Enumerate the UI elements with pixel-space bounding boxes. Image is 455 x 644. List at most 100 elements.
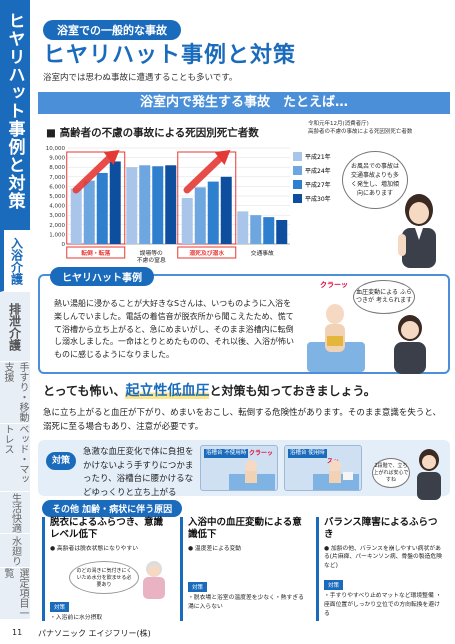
y-tick-label: 4,000 bbox=[49, 204, 65, 210]
bar bbox=[70, 188, 82, 244]
highlight-label-frame bbox=[177, 246, 237, 259]
bar bbox=[152, 166, 164, 244]
headline-pre: とっても怖い、 bbox=[43, 384, 126, 398]
cause-countermeasure-tag: 対策 bbox=[50, 602, 70, 612]
bar bbox=[126, 167, 138, 244]
cause-bullet: ● 加齢の他、バランスを崩しやすい病状がある(片麻痺、パーキンソン病、骨盤の製造… bbox=[324, 545, 443, 570]
tab-handrail-mobility[interactable]: 手すり・移動支援 bbox=[0, 362, 30, 424]
bar bbox=[181, 197, 193, 244]
cause-title: 入浴中の血圧変動による意識低下 bbox=[188, 517, 302, 541]
cause-countermeasure-tag: 対策 bbox=[188, 582, 208, 592]
bar bbox=[96, 172, 108, 244]
cause-countermeasure: ・脱衣場と浴室の温度差を少なく・熱すぎる湯に入らない bbox=[188, 595, 304, 610]
bar bbox=[207, 181, 219, 244]
chart-source-line1: 令和元年12月(消費者庁) bbox=[308, 121, 369, 127]
category-label: 不慮の窒息 bbox=[137, 256, 166, 264]
legend-label: 平成27年 bbox=[305, 181, 331, 189]
chart-source: 令和元年12月(消費者庁) 高齢者の不慮の事故による死因別死亡者数 bbox=[308, 121, 412, 136]
legend-swatch bbox=[293, 194, 302, 203]
bar bbox=[165, 165, 177, 244]
cause-card-balance: バランス障害によるふらつき ● 加齢の他、バランスを崩しやすい病状がある(片麻痺… bbox=[316, 517, 444, 621]
company-name: パナソニック エイジフリー(株) bbox=[38, 629, 151, 638]
bar bbox=[194, 187, 206, 244]
elderly-woman-illustration bbox=[143, 561, 165, 599]
tab-selection-list[interactable]: 選定項目一覧 bbox=[0, 568, 30, 620]
y-tick-label: 7,000 bbox=[49, 175, 65, 181]
label-with-stool: 浴槽台 使用時 bbox=[288, 449, 327, 459]
sfx-dizzy: クラーッ bbox=[320, 281, 348, 289]
y-tick-label: 8,000 bbox=[49, 165, 65, 171]
y-tick-label: 3,000 bbox=[49, 213, 65, 219]
bar-chart: 0 1,000 2,000 3,000 4,000 5,000 6,000 7,000 8,00… bbox=[46, 146, 290, 264]
cause-countermeasure-tag: 対策 bbox=[324, 580, 344, 590]
trend-arrow bbox=[183, 152, 226, 194]
speech-bubble-bp: 血圧変動による ふらつきが 考えられます bbox=[353, 280, 415, 314]
tab-bathing-care[interactable]: 入浴介護 bbox=[0, 230, 30, 292]
speech-bubble-stats: お風呂での事故は交通事故よりも多く発生し、増加傾向にあります bbox=[342, 151, 408, 209]
cause-bullet: ● 高齢者は脱衣状態になりやすい bbox=[50, 545, 139, 552]
y-tick-label: 10,000 bbox=[46, 146, 66, 152]
chart-title: ■ 高齢者の不慮の事故による死因別死亡者数 bbox=[46, 127, 259, 139]
category-label: 誤嚥等の bbox=[140, 249, 163, 257]
page-title: ヒヤリハット事例と対策 bbox=[43, 43, 297, 68]
nurse-illustration bbox=[394, 315, 426, 374]
bather-stool-illustration bbox=[313, 460, 359, 490]
sfx-no-stool: クラーッ bbox=[248, 450, 273, 457]
nurse-illustration-2 bbox=[417, 449, 441, 500]
highlight-frame bbox=[66, 151, 126, 245]
y-tick-label: 1,000 bbox=[49, 232, 65, 238]
headline: とっても怖い、起立性低血圧と対策も知っておきましょう。 bbox=[43, 380, 376, 400]
near-miss-text: 熱い湯船に浸かることが大好きなSさんは、いつものように入浴を楽しんでいました。電… bbox=[54, 299, 294, 360]
trend-arrow bbox=[72, 152, 115, 194]
cause-callout: のどの渇きに気付きにくいため水分を飲ませる必要あり bbox=[69, 561, 139, 594]
tab-bed-mattress[interactable]: ベッド・マットレス bbox=[0, 424, 30, 492]
category-label: 転倒・転落 bbox=[81, 249, 110, 257]
bar bbox=[263, 217, 275, 244]
bar bbox=[109, 161, 121, 244]
cause-card-blood-pressure: 入浴中の血圧変動による意識低下 ● 温度差による変動 対策 ・脱衣場と浴室の温度… bbox=[180, 517, 308, 621]
tab-daily-comfort[interactable]: 生活快適 bbox=[0, 492, 30, 534]
page-number: 11 bbox=[12, 628, 23, 637]
category-label: 溺死及び溺水 bbox=[189, 249, 224, 257]
cause-title: バランス障害によるふらつき bbox=[324, 517, 438, 541]
bather-illustration bbox=[229, 460, 275, 490]
footer: 11 パナソニック エイジフリー(株) bbox=[0, 628, 455, 644]
side-section-title: ヒヤリハット事例と対策 bbox=[0, 0, 30, 230]
legend-label: 平成30年 bbox=[305, 195, 331, 203]
legend-label: 平成21年 bbox=[305, 153, 331, 161]
y-tick-label: 5,000 bbox=[49, 194, 65, 200]
no-bath-stool-image: 浴槽台 不使用時 クラーッ bbox=[200, 445, 278, 491]
bar bbox=[237, 211, 249, 244]
legend-swatch bbox=[293, 166, 302, 175]
cause-card-undressing: 脱衣によるふらつき、意識レベル低下 ● 高齢者は脱衣状態になりやすい のどの渇き… bbox=[42, 517, 170, 621]
section-banner: 浴室内で発生する事故 たとえば… bbox=[38, 92, 450, 114]
bar bbox=[139, 165, 151, 244]
tab-excretion-care[interactable]: 排泄介護 bbox=[0, 292, 30, 362]
elderly-bath-illustration bbox=[307, 304, 365, 372]
bar bbox=[276, 220, 288, 244]
category-label: 交通事故 bbox=[251, 249, 274, 257]
speech-bubble-two-step: 2段階で、立ち上がれば安心ですね bbox=[372, 458, 410, 488]
cause-countermeasure: ・入浴前に水分摂取 bbox=[50, 615, 103, 621]
y-tick-label: 2,000 bbox=[49, 223, 65, 229]
y-tick-label: 0 bbox=[62, 242, 66, 248]
cause-countermeasure: ・手すりやすべり止めマットなど環境整備 ・座面位置がしっかり立位での方向転換を避… bbox=[324, 593, 442, 617]
bar bbox=[250, 215, 262, 244]
chart-source-line2: 高齢者の不慮の事故による死因別死亡者数 bbox=[308, 128, 413, 135]
caregiver-illustration bbox=[398, 194, 436, 268]
side-nav: ヒヤリハット事例と対策 入浴介護 排泄介護 手すり・移動支援 ベッド・マットレス… bbox=[0, 0, 30, 644]
bar bbox=[83, 180, 95, 244]
hypotension-paragraph: 急に立ち上がると血圧が下がり、めまいをおこし、転倒する危険性があります。そのまま… bbox=[43, 408, 441, 433]
highlight-frame bbox=[177, 151, 237, 245]
with-bath-stool-image: 浴槽台 使用時 スッ bbox=[284, 445, 362, 491]
headline-post: と対策も知っておきましょう。 bbox=[209, 384, 376, 398]
legend-swatch bbox=[293, 180, 302, 189]
near-miss-tag: ヒヤリハット事例 bbox=[50, 267, 154, 286]
y-tick-label: 9,000 bbox=[49, 156, 65, 162]
tab-water-area[interactable]: 水廻り bbox=[0, 534, 30, 568]
countermeasure-text: 急激な血圧変化で体に負担をかけないよう手すりにつかまったり、浴槽台に腰かけるなど… bbox=[83, 447, 194, 498]
cause-title: 脱衣によるふらつき、意識レベル低下 bbox=[50, 517, 164, 541]
bar bbox=[220, 176, 232, 244]
legend-swatch bbox=[293, 152, 302, 161]
section-pill: 浴室での一般的な事故 bbox=[43, 20, 181, 40]
